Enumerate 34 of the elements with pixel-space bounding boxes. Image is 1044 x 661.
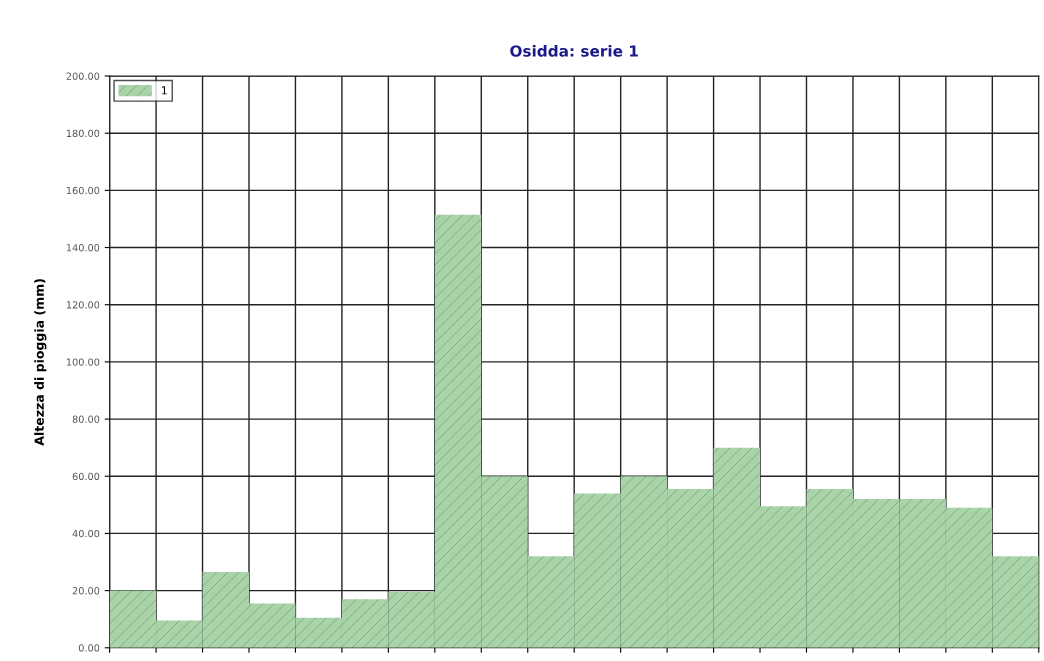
- bar: [620, 476, 668, 648]
- y-tick-label: 200.00: [66, 72, 100, 80]
- legend-label: 1: [161, 86, 167, 95]
- bar: [713, 447, 761, 648]
- bar: [527, 556, 575, 648]
- bar: [945, 507, 993, 648]
- bar: [341, 599, 389, 648]
- bar: [852, 499, 900, 648]
- bar: [295, 617, 342, 648]
- bar: [806, 489, 853, 648]
- y-tick-label: 80.00: [72, 415, 100, 423]
- bar: [481, 476, 528, 648]
- y-tick-label: 40.00: [72, 529, 100, 538]
- bar: [760, 506, 807, 648]
- y-tick-label: 100.00: [66, 358, 100, 366]
- bar: [434, 214, 482, 648]
- bar: [667, 489, 714, 648]
- bar: [574, 493, 621, 648]
- y-tick-label: 180.00: [66, 129, 100, 138]
- bar: [109, 590, 157, 648]
- y-tick-label: 140.00: [66, 244, 100, 252]
- y-tick-label: 160.00: [66, 186, 100, 195]
- bar: [248, 603, 296, 648]
- bar: [899, 499, 946, 648]
- chart-title: Osidda: serie 1: [510, 44, 638, 57]
- bar: [156, 620, 203, 648]
- y-tick-label: 60.00: [72, 472, 100, 481]
- bar: [202, 572, 249, 648]
- bar: [992, 556, 1039, 648]
- y-tick-label: 120.00: [66, 301, 100, 309]
- y-tick-label: 20.00: [72, 587, 100, 595]
- y-axis-title: Altezza di pioggia (mm): [34, 279, 47, 446]
- y-tick-label: 0.00: [78, 644, 100, 652]
- bar: [388, 592, 435, 648]
